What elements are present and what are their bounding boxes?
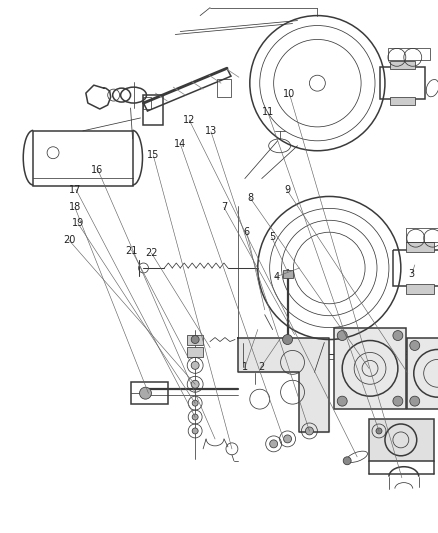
Text: 16: 16 [91, 165, 103, 175]
Polygon shape [237, 337, 328, 432]
Bar [216, 79, 230, 97]
Text: 15: 15 [147, 150, 159, 160]
Text: 22: 22 [145, 248, 158, 259]
Text: 12: 12 [182, 115, 195, 125]
Circle shape [192, 400, 198, 406]
Text: 17: 17 [69, 185, 81, 195]
Text: 18: 18 [68, 202, 81, 212]
Bar [406, 337, 438, 409]
Bar [387, 49, 429, 60]
Bar [389, 97, 414, 105]
Text: 7: 7 [220, 202, 226, 212]
Circle shape [191, 361, 199, 369]
Circle shape [409, 341, 419, 351]
Text: 14: 14 [174, 139, 186, 149]
Circle shape [392, 330, 402, 341]
Bar [187, 348, 203, 358]
Circle shape [409, 396, 419, 406]
Circle shape [343, 457, 350, 465]
Circle shape [192, 428, 198, 434]
Text: 2: 2 [257, 362, 264, 372]
Text: 8: 8 [247, 192, 253, 203]
Text: 6: 6 [243, 227, 249, 237]
Circle shape [191, 336, 199, 343]
Bar [33, 131, 132, 185]
Circle shape [336, 330, 346, 341]
Bar [143, 95, 163, 125]
Circle shape [139, 387, 151, 399]
Text: 9: 9 [283, 185, 290, 195]
Circle shape [375, 428, 381, 434]
Bar [392, 250, 438, 286]
Bar [333, 328, 405, 409]
Circle shape [336, 396, 346, 406]
Text: 3: 3 [407, 270, 413, 279]
Circle shape [269, 440, 277, 448]
Text: 5: 5 [268, 232, 274, 243]
Text: 19: 19 [71, 218, 84, 228]
Text: 13: 13 [204, 126, 216, 136]
Circle shape [283, 435, 291, 443]
Text: 21: 21 [125, 246, 137, 256]
Bar [130, 382, 168, 404]
Bar [389, 61, 414, 69]
Text: 4: 4 [272, 272, 279, 282]
Circle shape [392, 396, 402, 406]
Bar [368, 419, 433, 461]
Bar [282, 270, 292, 278]
Bar [405, 242, 433, 252]
Bar [187, 335, 203, 344]
Text: 11: 11 [261, 107, 274, 117]
Text: 10: 10 [283, 90, 295, 99]
Text: 1: 1 [241, 362, 247, 372]
Bar [405, 228, 438, 242]
Text: 20: 20 [63, 235, 75, 245]
Circle shape [192, 414, 198, 420]
Bar [379, 67, 424, 99]
Bar [143, 97, 151, 109]
Circle shape [282, 335, 292, 344]
Circle shape [305, 427, 313, 435]
Circle shape [191, 380, 199, 388]
Bar [405, 284, 433, 294]
